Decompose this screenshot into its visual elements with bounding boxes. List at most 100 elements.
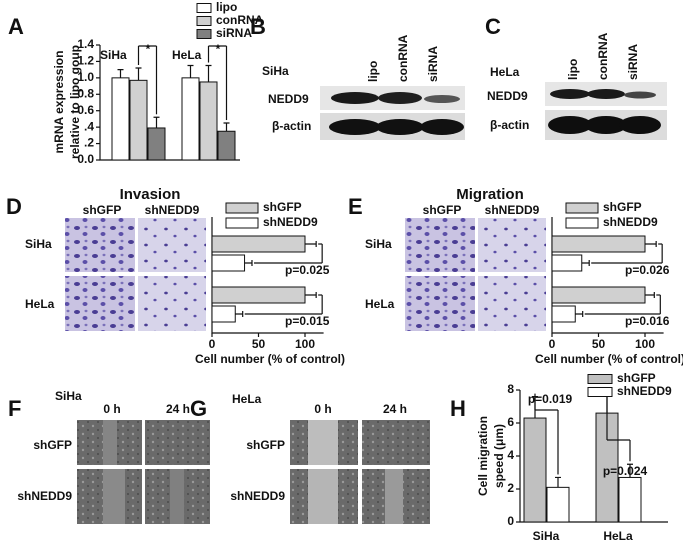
y-axis-label: Cell migration	[476, 416, 490, 496]
error-bar	[305, 292, 317, 298]
panel-label: A	[8, 14, 24, 39]
lane-label: siRNA	[426, 46, 440, 82]
y-tick-label: 1.0	[77, 70, 94, 84]
y-tick-label: 0.0	[77, 152, 94, 166]
cell-label: HeLa	[490, 65, 520, 79]
error-bar	[235, 311, 244, 317]
bar	[211, 305, 236, 323]
column-label: 24 h	[383, 402, 407, 416]
bar	[181, 77, 200, 161]
row-label: SiHa	[365, 237, 392, 251]
legend-label: shGFP	[263, 200, 302, 214]
bar	[129, 79, 148, 161]
x-axis-label: Cell number (% of control)	[535, 352, 683, 366]
error-bar	[205, 64, 212, 82]
annotation: p=0.025	[285, 263, 330, 277]
error-bar	[555, 476, 561, 488]
y-axis-label: relative to lipo goup	[68, 45, 82, 159]
legend-label: shNEDD9	[603, 215, 658, 229]
row-label: NEDD9	[268, 92, 309, 106]
x-tick-label: 50	[252, 337, 266, 351]
x-tick-label: 100	[635, 337, 655, 351]
bar	[551, 286, 646, 304]
annotation: *	[146, 42, 151, 56]
blot	[320, 86, 465, 140]
legend-swatch	[587, 387, 613, 397]
chart-title: Migration	[456, 186, 524, 203]
annotation: p=0.019	[528, 392, 573, 406]
y-tick-label: 1.2	[77, 54, 94, 68]
error-bar	[645, 241, 657, 247]
lane-label: conRNA	[396, 34, 410, 82]
panel-label: D	[6, 194, 22, 219]
x-tick-label: 50	[592, 337, 606, 351]
legend-label: shNEDD9	[617, 384, 672, 398]
category-label: SiHa	[533, 529, 560, 543]
panel-label: E	[348, 194, 363, 219]
column-label: 0 h	[314, 402, 331, 416]
y-tick-label: 6	[507, 415, 514, 429]
bar	[147, 127, 166, 161]
bar	[211, 235, 306, 253]
lane-label: lipo	[566, 59, 580, 80]
legend-label: shNEDD9	[263, 215, 318, 229]
error-bar	[581, 260, 590, 266]
row-label: β-actin	[272, 119, 311, 133]
cell-label: HeLa	[232, 392, 262, 406]
row-label: β-actin	[490, 118, 529, 132]
y-tick-label: .4	[84, 119, 94, 133]
lane-label: siRNA	[626, 44, 640, 80]
annotation: p=0.016	[625, 314, 670, 328]
column-label: shNEDD9	[145, 203, 200, 217]
lane-label: lipo	[366, 61, 380, 82]
row-label: HeLa	[365, 297, 395, 311]
y-tick-label: 4	[507, 448, 514, 462]
panel-label: G	[190, 396, 207, 421]
annotation: p=0.024	[603, 464, 648, 478]
bar	[546, 486, 570, 523]
bar	[111, 77, 130, 161]
y-tick-label: 1.4	[77, 37, 94, 51]
blot	[545, 82, 667, 140]
annotation: p=0.015	[285, 314, 330, 328]
scratch-image	[290, 420, 430, 524]
column-label: 24 h	[166, 402, 190, 416]
bar	[211, 254, 246, 272]
column-label: 0 h	[103, 402, 120, 416]
category-label: HeLa	[172, 48, 202, 62]
legend-swatch	[196, 29, 212, 39]
error-bar	[135, 67, 142, 81]
bar	[618, 476, 642, 523]
bar	[199, 81, 218, 161]
error-bar	[223, 122, 230, 132]
error-bar	[153, 116, 160, 128]
panel-label: F	[8, 396, 21, 421]
category-label: SiHa	[100, 48, 127, 62]
x-tick-label: 0	[549, 337, 556, 351]
micrograph	[65, 218, 206, 331]
row-label: shGFP	[33, 438, 72, 452]
bar	[551, 235, 646, 253]
x-axis-label: Cell number (% of control)	[195, 352, 345, 366]
y-tick-label: .2	[84, 136, 94, 150]
error-bar	[627, 463, 633, 478]
legend-swatch	[196, 16, 212, 26]
panel-label: C	[485, 14, 501, 39]
cell-label: SiHa	[55, 389, 82, 403]
x-tick-label: 0	[209, 337, 216, 351]
column-label: shGFP	[83, 203, 122, 217]
panel-label: B	[250, 14, 266, 39]
bar	[211, 286, 306, 304]
y-tick-label: 0.8	[77, 86, 94, 100]
legend-label: lipo	[216, 0, 237, 14]
row-label: SiHa	[25, 237, 52, 251]
error-bar	[244, 260, 253, 266]
error-bar	[305, 241, 317, 247]
legend-swatch	[565, 217, 599, 229]
annotation: p=0.026	[625, 263, 670, 277]
legend-swatch	[225, 202, 259, 214]
legend-label: shGFP	[603, 200, 642, 214]
y-tick-label: 0	[507, 514, 514, 528]
row-label: HeLa	[25, 297, 55, 311]
